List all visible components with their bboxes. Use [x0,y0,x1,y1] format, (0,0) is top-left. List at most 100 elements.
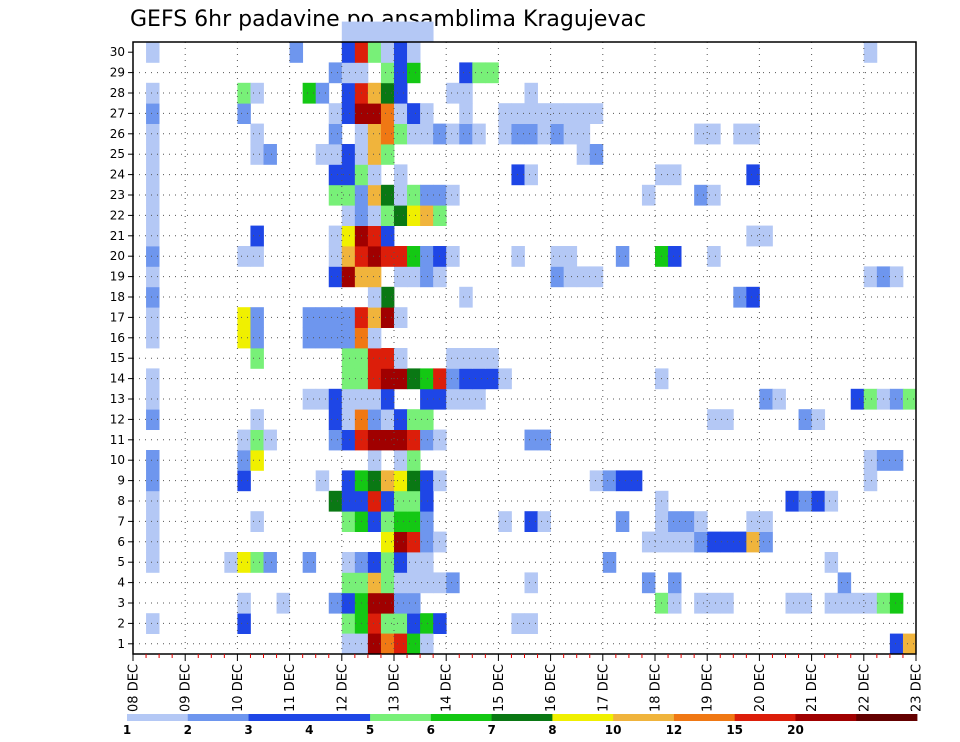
cell-m6-5-12 [615,511,630,532]
cell-m19-18-16 [615,246,630,267]
cell-m6-5-11 [537,511,551,532]
cell-m25-24-22 [733,123,747,145]
cell-m12-11-4 [341,388,356,410]
y-tick-label-12: 12 [110,412,125,426]
cell-m27-26-12 [524,82,538,104]
cell-m23-22-10 [746,164,760,186]
y-tick-label-7: 7 [117,514,125,528]
cell-m4-3-4 [263,552,277,573]
cell-m26-25-15 [550,103,565,124]
cell-m5-4-11 [707,531,721,553]
cell-m24-23-4 [328,144,343,165]
cell-m29-28-4 [367,42,382,63]
cell-m19-18-14 [550,246,565,267]
cell-m26-25-7 [394,103,408,124]
cell-m2-1-12 [707,592,721,614]
cell-m8-7-6 [380,470,395,492]
cell-m28-27-4 [394,62,408,84]
cell-m9-8-4 [394,450,408,471]
cell-m12-11-12 [472,388,486,410]
cell-m25-24-2 [328,123,343,145]
cell-m30-29-2 [367,21,382,43]
cell-m25-24-20 [694,123,708,145]
cell-m2-1-2 [328,592,343,614]
cell-m18-17-7 [420,266,434,288]
cell-m19-18-9 [407,246,421,267]
cell-m18-17-12 [589,266,604,288]
cell-m26-25-14 [537,103,551,124]
cell-m1-0-0 [146,613,160,634]
cell-m19-18-0 [146,246,160,267]
legend-label-8: 10 [605,723,622,737]
cell-m7-6-5 [380,490,395,512]
cell-m22-21-4 [367,184,382,206]
cell-m5-4-0 [146,531,160,553]
cell-m11-10-1 [250,409,264,430]
cell-m24-23-1 [250,144,264,165]
cell-m4-3-11 [407,552,421,573]
cell-m14-13-0 [250,348,264,369]
cell-m23-22-2 [341,164,356,186]
cell-m15-14-4 [315,327,330,349]
x-tick-label-3: 11 DEC [283,664,298,712]
cell-m8-7-1 [237,470,251,492]
cell-m21-20-6 [407,205,421,226]
cell-m0-30-4 [394,633,408,655]
legend-swatch-4 [370,714,432,721]
cell-m3-2-10 [641,572,656,594]
y-tick-label-9: 9 [117,474,125,488]
y-tick-label-30: 30 [110,45,125,59]
cell-m9-8-8 [889,450,904,471]
cell-m27-26-2 [250,82,264,104]
cell-m4-3-2 [237,552,251,573]
cell-m4-3-0 [146,552,160,573]
cell-m28-27-0 [328,62,343,84]
cell-m25-24-12 [472,123,486,145]
cell-m2-1-8 [407,592,421,614]
cell-m8-7-12 [602,470,617,492]
legend-swatch-12 [856,714,918,721]
cell-m30-29-4 [394,21,408,43]
cell-m5-4-8 [668,531,682,553]
cell-m12-11-8 [420,388,434,410]
cell-m9-8-2 [250,450,264,471]
cell-m12-11-19 [902,388,917,410]
cell-m18-17-2 [341,266,356,288]
cell-m8-7-0 [146,470,160,492]
x-tick-label-2: 10 DEC [231,664,246,712]
cell-m23-22-4 [367,164,382,186]
cell-m26-25-2 [328,103,343,124]
legend-label-10: 15 [726,723,743,737]
cell-m17-16-5 [746,286,760,308]
cell-m10-9-2 [263,429,277,451]
cell-m30-29-5 [407,21,421,43]
cell-m9-8-3 [367,450,382,471]
cell-m26-25-8 [407,103,421,124]
cell-m14-13-1 [341,348,356,369]
cell-m18-17-0 [146,266,160,288]
cell-m12-11-10 [446,388,460,410]
cell-m8-7-9 [420,470,434,492]
x-tick-label-10: 18 DEC [649,664,664,712]
x-tick-label-14: 22 DEC [857,664,872,712]
cell-m6-5-15 [681,511,695,532]
cell-m4-3-14 [824,552,839,573]
cell-m5-4-2 [394,531,408,553]
cell-m3-2-11 [668,572,682,594]
cell-m25-24-1 [250,123,264,145]
cell-m3-2-4 [394,572,408,594]
cell-m18-17-6 [407,266,421,288]
cell-m4-3-5 [302,552,317,573]
cell-m7-6-8 [420,490,434,512]
cell-m10-9-6 [367,429,382,451]
cell-m10-9-13 [537,429,551,451]
cell-m8-7-11 [589,470,604,492]
cell-m18-17-4 [367,266,382,288]
x-tick-label-1: 09 DEC [179,664,194,712]
cell-m18-17-10 [563,266,578,288]
legend-label-1: 2 [184,723,192,737]
cell-m3-2-6 [420,572,434,594]
cell-m21-20-5 [394,205,408,226]
y-tick-label-1: 1 [117,637,125,651]
